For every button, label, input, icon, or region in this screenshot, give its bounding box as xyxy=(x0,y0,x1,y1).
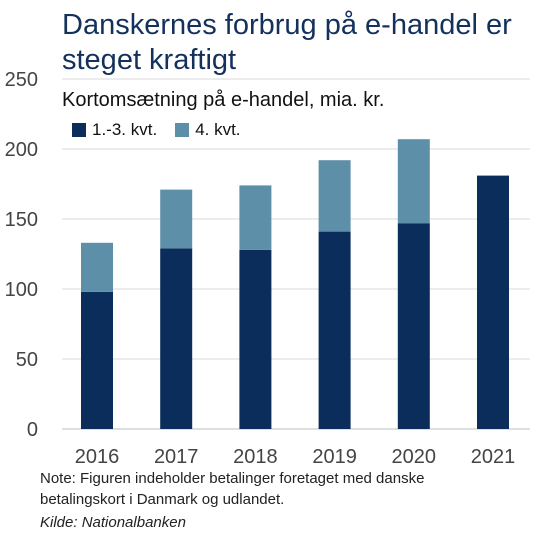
chart-subtitle: Kortomsætning på e-handel, mia. kr. xyxy=(62,89,385,111)
y-tick-label: 250 xyxy=(5,69,38,91)
y-tick-label: 100 xyxy=(5,279,38,301)
legend-swatch-series1 xyxy=(72,123,86,137)
y-tick-label: 0 xyxy=(27,419,38,441)
legend-swatch-series2 xyxy=(175,123,190,137)
chart-source: Kilde: Nationalbanken xyxy=(40,514,186,531)
x-tick-label: 2020 xyxy=(392,446,437,468)
x-tick-label: 2021 xyxy=(471,446,516,468)
legend-item-series1: 1.-3. kvt. xyxy=(72,120,157,140)
chart-note: Note: Figuren indeholder betalinger fore… xyxy=(40,470,425,508)
bar-2018-series2 xyxy=(239,185,272,250)
legend-label-series2: 4. kvt. xyxy=(195,120,241,139)
x-tick-label: 2016 xyxy=(75,446,120,468)
bar-2019-series2 xyxy=(318,160,351,232)
y-tick-label: 50 xyxy=(16,349,38,371)
bar-2017-series2 xyxy=(160,189,193,249)
bar-2016-series1 xyxy=(81,291,113,429)
legend-item-series2: 4. kvt. xyxy=(175,120,241,140)
bar-2020-series1 xyxy=(397,223,430,429)
x-tick-label: 2019 xyxy=(312,446,357,468)
legend-label-series1: 1.-3. kvt. xyxy=(92,120,158,139)
x-tick-label: 2017 xyxy=(154,446,199,468)
bar-2017-series1 xyxy=(160,248,193,429)
y-tick-label: 150 xyxy=(5,209,38,231)
y-tick-label: 200 xyxy=(5,139,38,161)
bar-2020-series2 xyxy=(397,139,430,224)
bar-2018-series1 xyxy=(239,249,272,429)
x-tick-label: 2018 xyxy=(233,446,278,468)
legend: 1.-3. kvt. 4. kvt. xyxy=(72,120,259,140)
bar-2016-series2 xyxy=(81,242,113,292)
bar-2021-series1 xyxy=(477,175,509,429)
bar-2019-series1 xyxy=(318,231,351,429)
chart-title: Danskernes forbrug på e-handel er steget… xyxy=(62,9,512,76)
